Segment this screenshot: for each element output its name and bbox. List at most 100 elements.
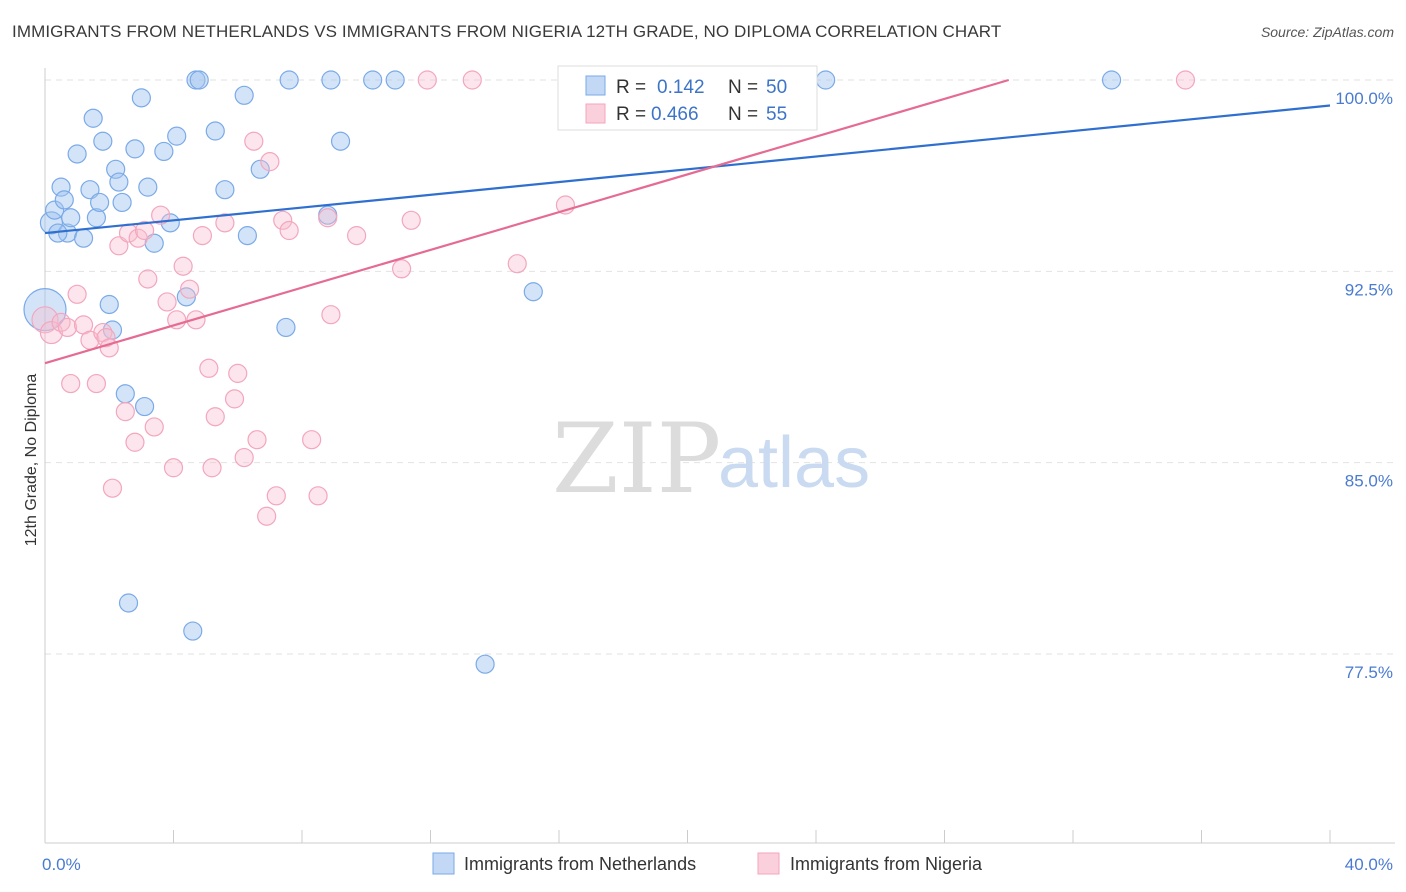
netherlands-point-17 [109, 172, 129, 192]
nigeria-point-35 [234, 447, 254, 468]
legend-r-value-nigeria: 0.466 [651, 104, 699, 125]
y-axis-label: 12th Grade, No Diploma [23, 374, 40, 547]
axes [44, 68, 1395, 844]
netherlands-point-3 [51, 177, 71, 197]
netherlands-point-19 [115, 384, 135, 404]
bottom-legend-swatch-nigeria [757, 852, 780, 875]
nigeria-point-28 [192, 226, 213, 246]
nigeria-point-13 [109, 236, 129, 256]
nigeria-point-30 [202, 458, 222, 478]
y-tick-label-1: 85.0% [1345, 472, 1393, 491]
netherlands-point-38 [276, 317, 296, 338]
netherlands-point-37 [250, 159, 270, 179]
netherlands-point-0 [23, 288, 67, 332]
netherlands-point-48 [1101, 70, 1122, 90]
legend-r-label-2: R = [616, 104, 646, 125]
nigeria-point-34 [228, 363, 248, 383]
bottom-legend-label-nigeria: Immigrants from Nigeria [790, 854, 983, 874]
nigeria-point-43 [302, 430, 322, 450]
nigeria-point-25 [173, 256, 193, 276]
netherlands-point-13 [93, 131, 113, 151]
nigeria-point-52 [507, 254, 527, 274]
nigeria-point-26 [179, 279, 200, 299]
nigeria-point-32 [215, 213, 235, 233]
netherlands-point-10 [83, 108, 103, 128]
nigeria-point-18 [134, 220, 155, 241]
netherlands-point-21 [125, 139, 145, 159]
netherlands-point-11 [86, 208, 107, 228]
netherlands-point-35 [234, 85, 254, 105]
nigeria-point-37 [247, 430, 267, 450]
netherlands-point-34 [215, 180, 235, 200]
netherlands-point-24 [138, 177, 158, 197]
trend-lines [44, 78, 1331, 365]
nigeria-point-5 [67, 284, 87, 304]
bottom-legend-label-netherlands: Immigrants from Netherlands [464, 854, 696, 874]
x-tick-labels: 0.0% 40.0% [42, 855, 1393, 874]
netherlands-point-2 [45, 200, 65, 220]
nigeria-point-17 [128, 228, 148, 248]
nigeria-point-23 [163, 458, 184, 478]
correlation-legend: R = 0.142 N = 50 R = 0.466 N = 55 [557, 65, 818, 131]
watermark-atlas: atlas [718, 423, 870, 503]
netherlands-trend-line [44, 104, 1331, 235]
nigeria-point-46 [321, 305, 341, 325]
netherlands-point-41 [321, 70, 341, 90]
source-credit: Source: ZipAtlas.com [1260, 24, 1394, 40]
y-tick-label-0: 77.5% [1345, 663, 1393, 682]
nigeria-point-51 [462, 70, 482, 90]
netherlands-point-39 [279, 70, 299, 90]
netherlands-point-6 [61, 208, 81, 228]
netherlands-point-20 [118, 593, 139, 613]
netherlands-point-32 [189, 70, 209, 90]
netherlands-point-27 [160, 213, 180, 233]
nigeria-point-4 [61, 373, 81, 394]
netherlands-point-8 [73, 228, 94, 248]
nigeria-point-47 [347, 226, 367, 246]
nigeria-point-8 [86, 373, 107, 394]
nigeria-trend-line [44, 78, 1010, 365]
netherlands-point-1 [39, 211, 64, 235]
nigeria-point-31 [205, 407, 225, 427]
netherlands-point-16 [106, 159, 126, 179]
x-tick-label-1: 40.0% [1345, 855, 1393, 874]
chart-title: IMMIGRANTS FROM NETHERLANDS VS IMMIGRANT… [12, 22, 1002, 41]
netherlands-point-33 [205, 121, 225, 141]
netherlands-point-18 [112, 192, 132, 213]
nigeria-point-22 [157, 292, 177, 312]
nigeria-point-19 [138, 269, 158, 289]
nigeria-point-3 [57, 317, 78, 338]
series-netherlands-points [23, 70, 1122, 674]
nigeria-point-36 [244, 131, 264, 151]
netherlands-point-36 [237, 226, 257, 246]
legend-n-label-1: N = [728, 77, 758, 98]
legend-swatch-netherlands [585, 75, 606, 96]
netherlands-point-47 [816, 70, 836, 90]
nigeria-point-14 [115, 402, 135, 422]
nigeria-point-12 [102, 478, 123, 498]
y-tick-label-2: 92.5% [1345, 280, 1393, 299]
nigeria-point-24 [167, 310, 187, 330]
watermark-zip: ZIP [552, 403, 721, 515]
netherlands-point-30 [183, 621, 203, 641]
nigeria-point-41 [273, 210, 293, 230]
netherlands-point-26 [154, 141, 174, 162]
netherlands-point-9 [80, 180, 100, 200]
legend-swatch-nigeria [585, 103, 606, 124]
x-tick-label-0: 0.0% [42, 855, 81, 874]
legend-r-value-netherlands: 0.142 [657, 77, 705, 98]
nigeria-point-54 [1175, 70, 1196, 90]
y-tick-label-3: 100.0% [1335, 89, 1393, 108]
netherlands-point-7 [67, 144, 87, 164]
series-legend: Immigrants from Netherlands Immigrants f… [432, 852, 983, 875]
netherlands-point-22 [131, 88, 151, 108]
nigeria-point-16 [125, 432, 145, 452]
netherlands-point-28 [167, 126, 187, 146]
nigeria-point-29 [199, 358, 219, 378]
netherlands-point-14 [99, 294, 119, 315]
netherlands-point-44 [385, 70, 405, 90]
netherlands-point-12 [90, 192, 110, 213]
netherlands-point-4 [54, 190, 74, 210]
netherlands-point-43 [363, 70, 383, 90]
